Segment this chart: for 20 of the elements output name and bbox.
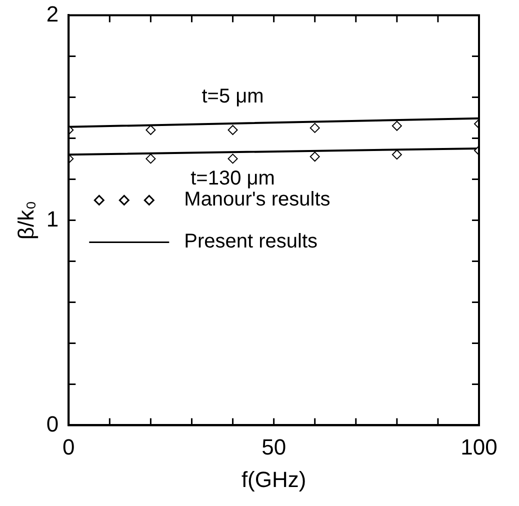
y-axis-title: β/k₀ bbox=[13, 200, 38, 240]
point bbox=[310, 122, 320, 133]
point bbox=[310, 152, 320, 162]
point bbox=[392, 150, 402, 160]
point bbox=[146, 125, 156, 135]
legend-label: Manour's results bbox=[184, 188, 330, 211]
annotation: t=5 μm bbox=[202, 86, 264, 108]
y-tick-label: 1 bbox=[46, 206, 59, 232]
legend-label: Present results bbox=[184, 230, 318, 253]
point bbox=[228, 125, 238, 135]
point bbox=[146, 154, 156, 164]
point bbox=[392, 120, 402, 131]
x-axis-title: f(GHz) bbox=[241, 466, 306, 492]
x-tick-label: 50 bbox=[262, 434, 286, 460]
y-tick-label: 0 bbox=[46, 411, 59, 436]
y-tick-label: 2 bbox=[46, 1, 59, 26]
annotation: t=130 μm bbox=[190, 168, 275, 190]
x-tick-label: 0 bbox=[62, 434, 75, 460]
point bbox=[228, 154, 238, 164]
x-tick-label: 100 bbox=[460, 434, 498, 460]
